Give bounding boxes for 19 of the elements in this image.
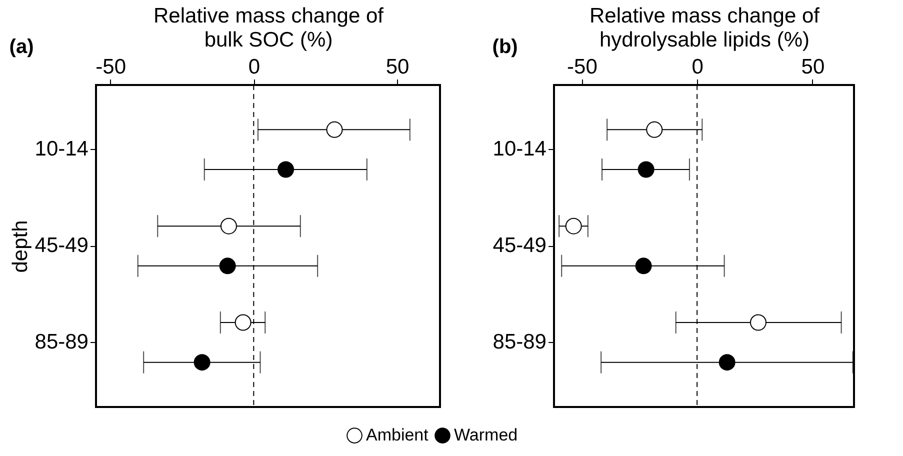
y-tick-label: 45-49 xyxy=(492,234,546,257)
y-tick-label: 45-49 xyxy=(34,234,88,257)
x-tick-label: 0 xyxy=(692,56,704,78)
y-tick-label: 85-89 xyxy=(34,330,88,354)
x-tick-label: 50 xyxy=(801,56,825,78)
y-tick-label: 85-89 xyxy=(492,330,546,354)
x-axis-title: Relative mass change of hydrolysable lipids (%) xyxy=(590,4,820,52)
chart-title: (a) xyxy=(9,36,34,58)
x-tick-label: -50 xyxy=(96,56,126,78)
x-axis-title: Relative mass change of bulk SOC (%) xyxy=(154,4,384,52)
legend-label: Warmed xyxy=(454,426,518,445)
legend-label: Ambient xyxy=(366,426,429,445)
x-tick-label: 50 xyxy=(386,56,410,78)
y-tick-label: 10-14 xyxy=(34,138,89,161)
x-tick-label: -50 xyxy=(567,56,598,78)
y-tick-label: 10-14 xyxy=(492,138,547,161)
chart-title: (b) xyxy=(492,36,518,58)
y-axis-title: depth xyxy=(8,220,32,273)
x-tick-label: 0 xyxy=(248,56,260,78)
